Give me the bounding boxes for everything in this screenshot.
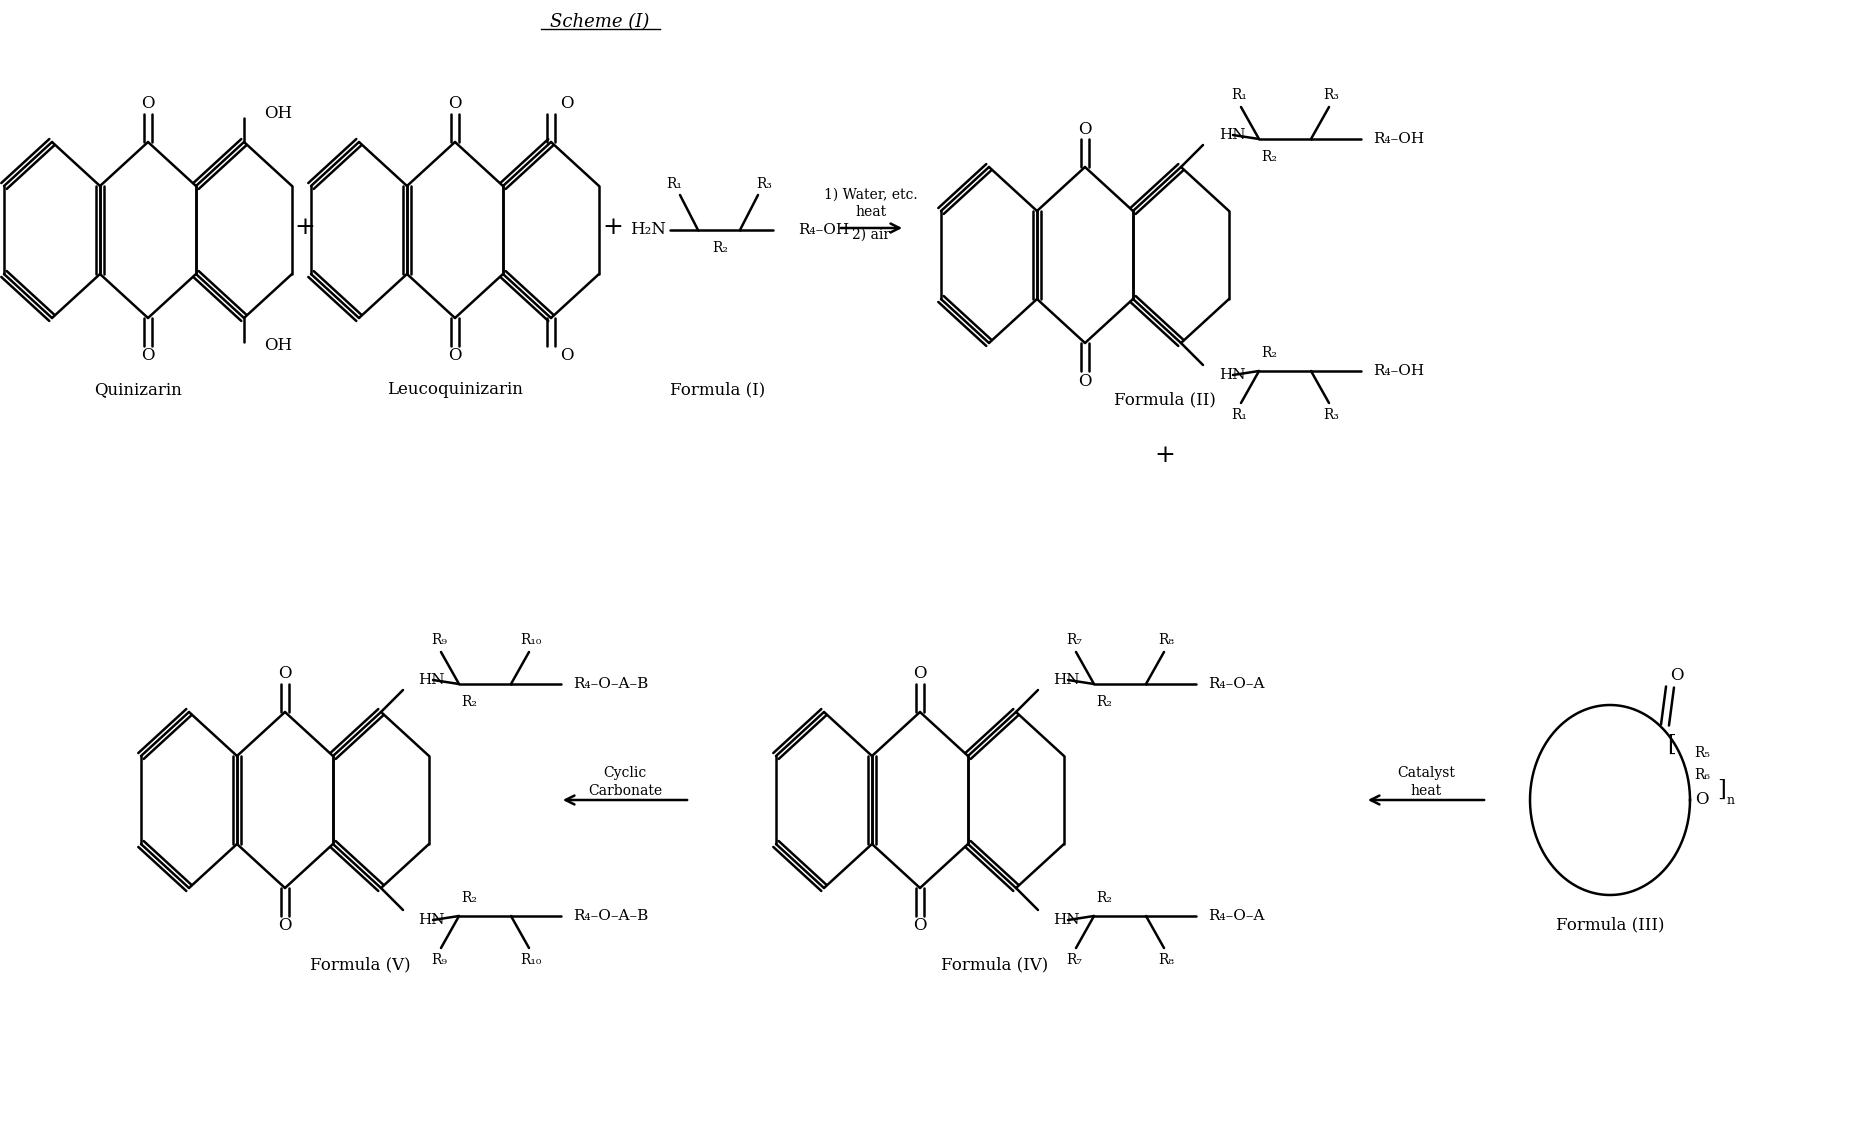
Text: 1) Water, etc.: 1) Water, etc.	[824, 188, 918, 202]
Text: [: [	[1668, 734, 1675, 756]
Text: heat: heat	[1411, 784, 1441, 798]
Text: R₉: R₉	[431, 633, 446, 647]
Text: R₄–O–A: R₄–O–A	[1208, 677, 1264, 691]
Text: HN: HN	[1052, 673, 1080, 687]
Text: O: O	[913, 666, 928, 683]
Text: Formula (V): Formula (V)	[310, 956, 411, 973]
Text: heat: heat	[855, 205, 887, 219]
Text: R₅: R₅	[1694, 746, 1710, 760]
Text: R₄–O–A–B: R₄–O–A–B	[573, 909, 649, 922]
Text: R₄–O–A: R₄–O–A	[1208, 909, 1264, 922]
Text: R₁₀: R₁₀	[521, 633, 541, 647]
Text: R₄–O–A–B: R₄–O–A–B	[573, 677, 649, 691]
Text: +: +	[602, 216, 623, 240]
Text: O: O	[141, 348, 154, 364]
Text: R₃: R₃	[1324, 408, 1338, 422]
Text: O: O	[560, 96, 574, 112]
Text: Catalyst: Catalyst	[1398, 766, 1456, 780]
Text: O: O	[913, 918, 928, 935]
Text: R₆: R₆	[1694, 768, 1710, 782]
Text: R₃: R₃	[757, 177, 771, 191]
Text: HN: HN	[418, 673, 444, 687]
Text: R₇: R₇	[1065, 953, 1082, 968]
Text: Formula (I): Formula (I)	[671, 381, 766, 398]
Text: R₉: R₉	[431, 953, 446, 968]
Text: R₁: R₁	[666, 177, 682, 191]
Text: Formula (IV): Formula (IV)	[941, 956, 1048, 973]
Text: R₂: R₂	[461, 695, 478, 709]
Text: R₃: R₃	[1324, 88, 1338, 102]
Text: R₁: R₁	[1231, 408, 1247, 422]
Text: O: O	[1078, 372, 1091, 389]
Text: HN: HN	[418, 914, 444, 927]
Text: Scheme (I): Scheme (I)	[550, 14, 649, 32]
Text: ]: ]	[1718, 778, 1725, 801]
Text: OH: OH	[264, 106, 292, 123]
Text: Formula (III): Formula (III)	[1556, 917, 1664, 934]
Text: O: O	[560, 348, 574, 364]
Text: R₄–OH: R₄–OH	[798, 223, 850, 237]
Text: R₄–OH: R₄–OH	[1374, 132, 1424, 146]
Text: n: n	[1727, 793, 1734, 807]
Text: O: O	[448, 96, 461, 112]
Text: OH: OH	[264, 338, 292, 354]
Text: Leucoquinizarin: Leucoquinizarin	[387, 381, 522, 398]
Text: O: O	[1078, 120, 1091, 137]
Text: Quinizarin: Quinizarin	[95, 381, 182, 398]
Text: R₂: R₂	[1260, 150, 1277, 164]
Text: R₇: R₇	[1065, 633, 1082, 647]
Text: R₂: R₂	[1097, 891, 1112, 904]
Text: O: O	[279, 918, 292, 935]
Text: R₈: R₈	[1158, 633, 1173, 647]
Text: O: O	[141, 96, 154, 112]
Text: HN: HN	[1052, 914, 1080, 927]
Text: R₈: R₈	[1158, 953, 1173, 968]
Text: O: O	[1695, 792, 1708, 809]
Text: Formula (II): Formula (II)	[1114, 392, 1216, 408]
Text: R₂: R₂	[461, 891, 478, 904]
Text: 2) air: 2) air	[851, 228, 890, 242]
Text: +: +	[1154, 443, 1175, 467]
Text: R₂: R₂	[1097, 695, 1112, 709]
Text: O: O	[1669, 666, 1684, 684]
Text: HN: HN	[1220, 128, 1246, 142]
Text: +: +	[294, 216, 316, 240]
Text: H₂N: H₂N	[630, 222, 666, 238]
Text: HN: HN	[1220, 368, 1246, 382]
Text: O: O	[279, 666, 292, 683]
Text: Cyclic: Cyclic	[604, 766, 647, 780]
Text: R₁: R₁	[1231, 88, 1247, 102]
Text: R₁₀: R₁₀	[521, 953, 541, 968]
Text: O: O	[448, 348, 461, 364]
Text: R₄–OH: R₄–OH	[1374, 364, 1424, 378]
Text: Carbonate: Carbonate	[587, 784, 662, 798]
Text: R₂: R₂	[1260, 346, 1277, 360]
Text: R₂: R₂	[712, 241, 729, 255]
